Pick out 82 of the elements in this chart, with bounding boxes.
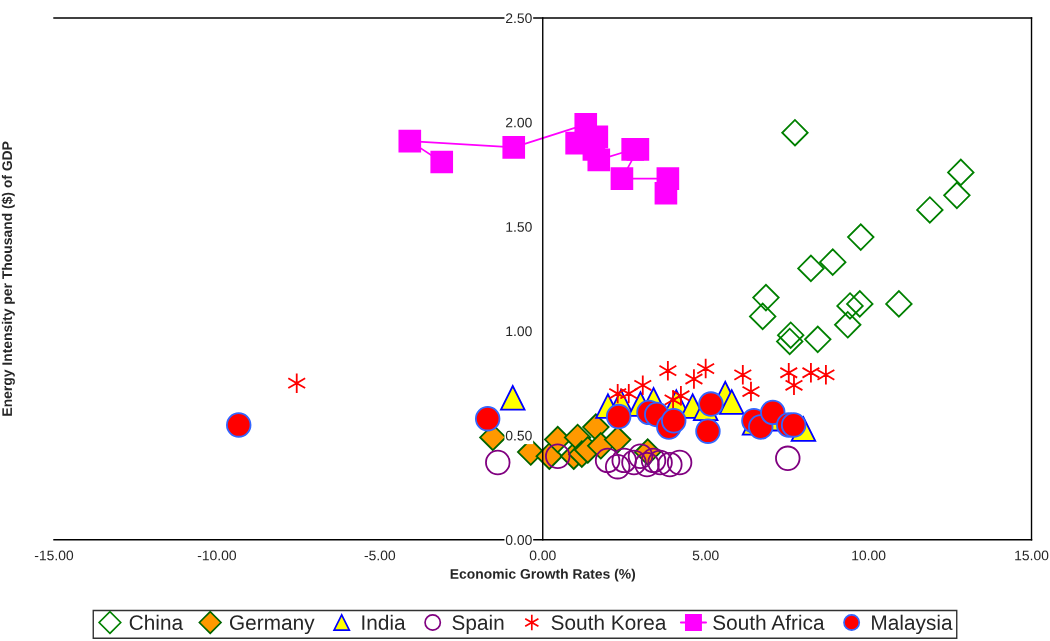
point: [741, 380, 761, 403]
point: [779, 362, 799, 384]
point: [657, 451, 683, 478]
legend-label: Spain: [452, 614, 504, 635]
point: [398, 129, 422, 153]
legend-label: Germany: [229, 615, 315, 635]
x-tick-label: -5.00: [364, 550, 396, 561]
point: [502, 136, 526, 159]
x-tick-label: 5.00: [692, 550, 719, 561]
point: [695, 418, 721, 444]
point: [666, 449, 693, 476]
point: [804, 325, 832, 354]
point: [819, 248, 847, 276]
point: [836, 292, 864, 320]
point: [684, 368, 704, 390]
x-tick-label: -10.00: [197, 550, 237, 561]
point: [500, 385, 526, 411]
point: [781, 119, 809, 147]
point: [733, 364, 753, 386]
point: [847, 223, 875, 251]
point: [943, 181, 971, 210]
point: [611, 447, 637, 474]
point: [587, 148, 611, 172]
point: [594, 447, 621, 474]
legend-label: South Africa: [713, 614, 825, 630]
y-tick-label: 2.00: [506, 117, 532, 128]
point: [640, 447, 667, 474]
point: [671, 385, 691, 407]
point: [663, 389, 683, 411]
point: [626, 138, 650, 161]
point: [474, 405, 501, 432]
point: [287, 372, 307, 394]
x-tick-label: 0.00: [529, 550, 556, 561]
point: [784, 374, 804, 396]
point: [780, 412, 807, 438]
y-axis-title: Energy Intensity per Thousand ($) of GDP: [1, 141, 15, 416]
point: [226, 412, 252, 438]
point: [777, 321, 805, 349]
point: [834, 311, 862, 339]
legend-label: Malaysia: [872, 614, 953, 635]
point: [749, 302, 777, 331]
point: [619, 382, 639, 405]
point: [608, 382, 628, 405]
point: [801, 362, 821, 384]
point: [634, 451, 660, 478]
y-tick-label: 0.50: [505, 430, 532, 441]
point: [661, 408, 687, 434]
x-tick-label: 10.00: [852, 550, 886, 561]
point: [797, 254, 825, 283]
y-tick-label: 2.50: [506, 13, 532, 24]
point: [647, 449, 673, 476]
point: [776, 327, 804, 356]
point: [658, 360, 678, 382]
point: [604, 453, 631, 480]
point: [846, 290, 874, 318]
point: [610, 167, 634, 190]
legend-label: South Korea: [551, 614, 667, 630]
legend-label: India: [362, 614, 406, 630]
point: [654, 181, 678, 205]
point: [605, 403, 632, 430]
y-tick-label: 0.00: [505, 535, 532, 545]
point: [885, 290, 913, 318]
point: [816, 364, 836, 386]
legend-label: China: [129, 614, 184, 630]
point: [752, 283, 780, 312]
point: [698, 391, 724, 417]
point: [545, 443, 571, 469]
x-axis-title: Economic Growth Rates (%): [450, 568, 636, 582]
point: [485, 449, 511, 476]
point: [627, 443, 654, 469]
point: [621, 449, 647, 476]
point: [775, 445, 801, 472]
point: [719, 389, 745, 415]
y-tick-label: 1.00: [506, 326, 532, 337]
point: [633, 374, 653, 396]
point: [916, 196, 944, 224]
point: [696, 357, 715, 380]
x-tick-label: -15.00: [34, 550, 74, 561]
x-tick-label: 15.00: [1015, 550, 1049, 561]
point: [947, 158, 975, 187]
point: [430, 150, 454, 174]
y-tick-label: 1.50: [506, 221, 532, 232]
